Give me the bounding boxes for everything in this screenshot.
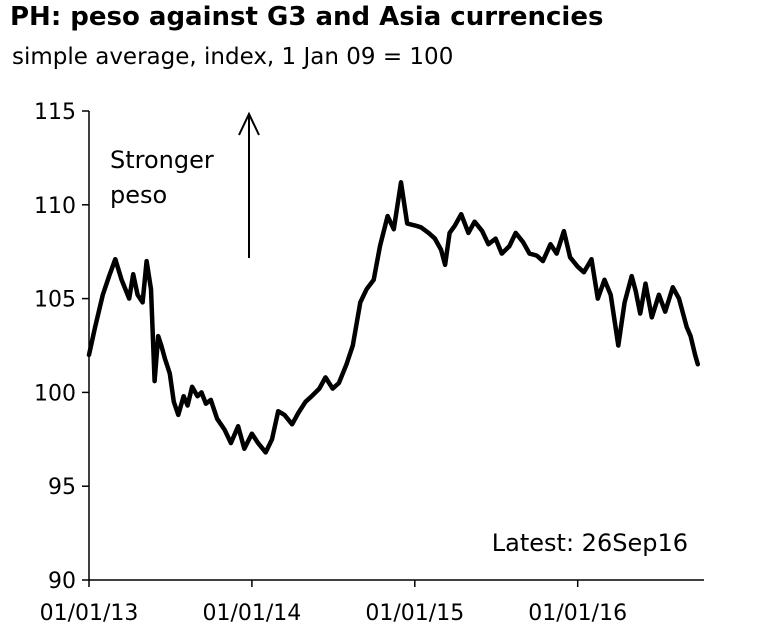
x-tick-label: 01/01/14 [202,601,301,626]
arrow-label-line-1: Stronger [110,146,214,174]
x-tick-label: 01/01/15 [365,601,464,626]
axes: 90 95 100 105 110 115 01/01/13 01/01/14 01/01/15… [34,100,704,626]
peso-index-line [86,180,701,455]
chart-subtitle: simple average, index, 1 Jan 09 = 100 [12,44,454,70]
y-tick-label: 95 [48,475,76,500]
y-tick-label: 115 [34,100,76,125]
series-layer [86,180,701,455]
x-tick-label: 01/01/16 [528,601,627,626]
latest-date-label: Latest: 26Sep16 [492,529,688,557]
stronger-peso-arrow-head [238,111,260,136]
y-tick-label: 105 [34,288,76,313]
chart-title: PH: peso against G3 and Asia currencies [10,2,604,32]
y-tick-label: 110 [34,194,76,219]
arrow-label-line-2: peso [110,181,167,209]
annotations: Stronger peso Latest: 26Sep16 [110,111,688,557]
x-tick-label: 01/01/13 [40,601,139,626]
y-tick-label: 100 [34,381,76,406]
y-tick-label: 90 [48,569,76,594]
